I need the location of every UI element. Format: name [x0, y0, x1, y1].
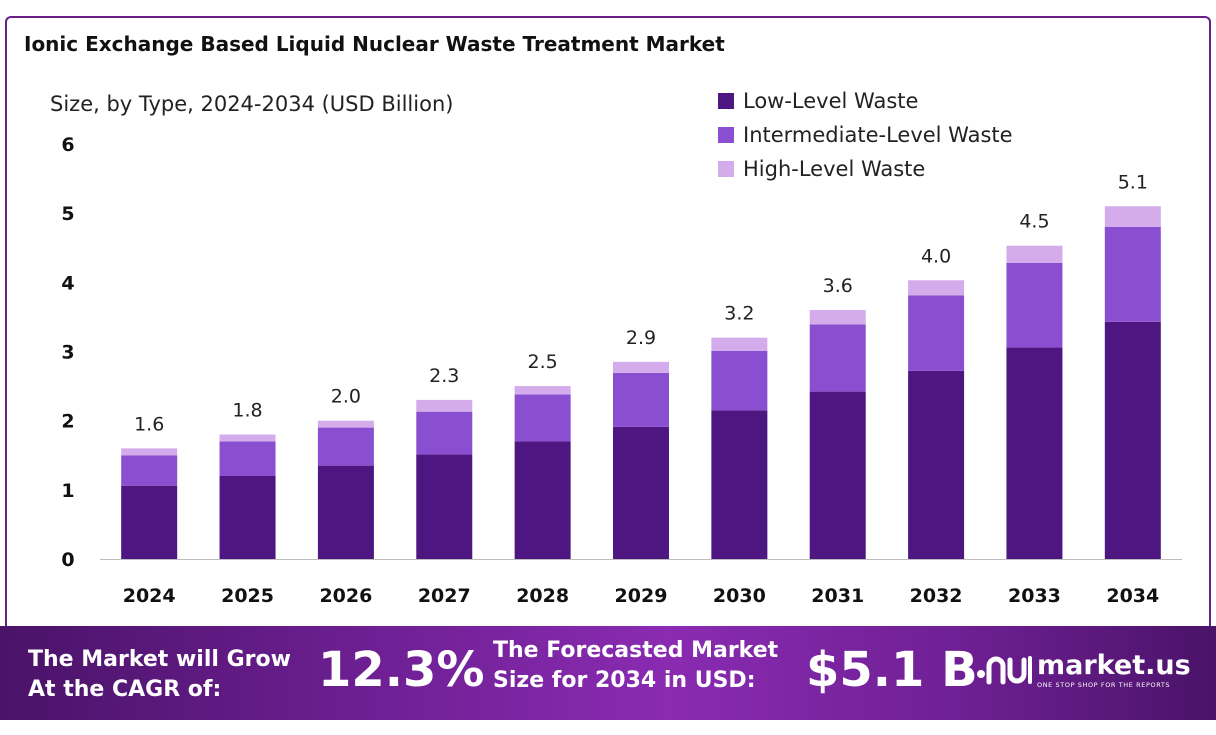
- bar-segment-2032-1: [908, 295, 965, 371]
- bar-segment-2027-1: [416, 411, 473, 455]
- bar-segment-2034-0: [1104, 321, 1161, 559]
- summary-banner: [0, 626, 1216, 720]
- cagr-value: 12.3%: [318, 642, 485, 698]
- bar-segment-2028-0: [514, 441, 571, 559]
- bar-total-label: 2.5: [528, 351, 558, 373]
- bar-total-label: 4.5: [1019, 211, 1049, 233]
- bar-segment-2030-1: [711, 350, 768, 411]
- legend-swatch-high-level: [718, 161, 734, 177]
- x-tick-label: 2030: [713, 585, 766, 607]
- legend-item-intermediate-level: Intermediate-Level Waste: [718, 118, 1013, 152]
- bar-segment-2025-1: [219, 441, 276, 476]
- bar-segment-2028-2: [514, 386, 571, 395]
- bar-total-label: 1.6: [134, 413, 164, 435]
- y-tick-label: 5: [61, 203, 74, 225]
- bar-segment-2026-0: [317, 465, 374, 559]
- bar-segment-2034-1: [1104, 227, 1161, 322]
- forecast-value: $5.1 B: [806, 642, 978, 698]
- bar-segment-2024-1: [121, 455, 178, 486]
- bar-total-label: 1.8: [232, 400, 262, 422]
- y-tick-label: 6: [61, 134, 74, 156]
- bar-total-label: 3.2: [724, 303, 754, 325]
- legend-swatch-low-level: [718, 93, 734, 109]
- bar-total-label: 2.0: [331, 386, 361, 408]
- bar-segment-2034-2: [1104, 206, 1161, 227]
- bar-segment-2030-0: [711, 410, 768, 559]
- bar-segment-2027-2: [416, 399, 473, 412]
- x-tick-label: 2026: [319, 585, 372, 607]
- x-tick-label: 2028: [516, 585, 569, 607]
- brand-name: market.us: [1037, 650, 1191, 681]
- y-tick-label: 4: [61, 272, 74, 294]
- bar-segment-2033-0: [1006, 347, 1063, 559]
- x-tick-label: 2031: [811, 585, 864, 607]
- bar-segment-2025-0: [219, 476, 276, 559]
- forecast-label: The Forecasted Market Size for 2034 in U…: [493, 638, 779, 693]
- chart-title: Ionic Exchange Based Liquid Nuclear Wast…: [24, 32, 725, 56]
- bar-total-label: 3.6: [823, 275, 853, 297]
- legend-item-low-level: Low-Level Waste: [718, 84, 1013, 118]
- legend-label-high-level: High-Level Waste: [743, 157, 926, 181]
- brand-logo: market.us ONE STOP SHOP FOR THE REPORTS: [975, 650, 1191, 690]
- bar-segment-2025-2: [219, 434, 276, 442]
- bar-segment-2033-2: [1006, 245, 1063, 263]
- bar-segment-2030-2: [711, 337, 768, 351]
- legend-label-intermediate-level: Intermediate-Level Waste: [743, 123, 1013, 147]
- y-tick-label: 1: [61, 480, 74, 502]
- x-tick-label: 2033: [1008, 585, 1061, 607]
- bar-segment-2029-1: [613, 372, 669, 427]
- bar-segment-2031-0: [809, 391, 866, 559]
- bar-total-label: 5.1: [1118, 171, 1148, 193]
- bar-segment-2024-2: [121, 448, 178, 456]
- x-tick-label: 2025: [221, 585, 274, 607]
- bar-segment-2031-2: [809, 310, 866, 325]
- brand-tagline: ONE STOP SHOP FOR THE REPORTS: [1037, 681, 1171, 689]
- bar-segment-2031-1: [809, 324, 866, 392]
- bar-segment-2033-1: [1006, 262, 1063, 348]
- bar-segment-2032-2: [908, 280, 965, 296]
- legend-item-high-level: High-Level Waste: [718, 152, 1013, 186]
- x-tick-label: 2024: [123, 585, 176, 607]
- legend-swatch-intermediate-level: [718, 127, 734, 143]
- bar-segment-2029-0: [613, 426, 669, 559]
- bar-total-label: 2.3: [429, 365, 459, 387]
- bar-segment-2029-2: [613, 361, 669, 373]
- bar-segment-2026-1: [317, 427, 374, 466]
- bar-segment-2026-2: [317, 420, 374, 428]
- y-tick-label: 2: [61, 411, 74, 433]
- y-tick-label: 3: [61, 342, 74, 364]
- x-tick-label: 2027: [418, 585, 471, 607]
- bar-total-label: 4.0: [921, 245, 951, 267]
- x-tick-label: 2032: [910, 585, 963, 607]
- x-tick-label: 2034: [1106, 585, 1159, 607]
- legend: Low-Level Waste Intermediate-Level Waste…: [718, 84, 1013, 186]
- bar-segment-2027-0: [416, 454, 473, 559]
- y-tick-label: 0: [61, 549, 74, 571]
- x-tick-label: 2029: [615, 585, 668, 607]
- bar-segment-2032-0: [908, 370, 965, 559]
- bar-segment-2024-0: [121, 485, 178, 559]
- cagr-label: The Market will Grow At the CAGR of:: [28, 647, 291, 702]
- legend-label-low-level: Low-Level Waste: [743, 89, 919, 113]
- bar-total-label: 2.9: [626, 327, 656, 349]
- chart-subtitle: Size, by Type, 2024-2034 (USD Billion): [50, 92, 454, 116]
- chart-plot: 0 1 2 3 4 5 6 1.6 2024 1.8 2025 2.0 2026 2.3 2027 2.5 20…: [61, 134, 1182, 607]
- market-us-logo-icon: [977, 656, 1032, 685]
- bar-segment-2028-1: [514, 394, 571, 442]
